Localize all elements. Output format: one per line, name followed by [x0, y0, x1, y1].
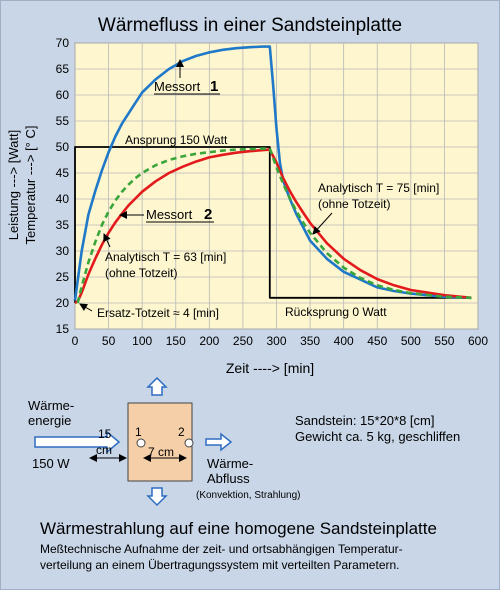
ersatz-arrow [79, 303, 93, 312]
analytisch-75-line1: Analytisch T = 75 [min] [318, 181, 439, 195]
x-tick-label: 400 [334, 334, 354, 348]
y-axis-title-temperature: Temperatur ---> [° C] [23, 126, 38, 245]
footer-heading: Wärmestrahlung auf eine homogene Sandste… [40, 519, 437, 538]
plate-diagram: 1 2 7 cm 15 cm Wärme- energie 150 W Wärm… [28, 376, 460, 507]
messort-2-number: 2 [204, 206, 212, 223]
x-tick-label: 450 [367, 334, 387, 348]
x-tick-label: 250 [233, 334, 253, 348]
messort-1-number: 1 [210, 78, 218, 95]
y-tick-label: 45 [56, 166, 70, 180]
x-tick-label: 550 [434, 334, 454, 348]
power-label: 150 W [32, 456, 70, 471]
measure-point-2 [184, 438, 194, 448]
heat-input-arrow-icon [34, 430, 121, 454]
chart-title: Wärmefluss in einer Sandsteinplatte [98, 15, 402, 36]
y-tick-label: 65 [56, 62, 70, 76]
series-line-messort1 [73, 45, 472, 301]
annotation-ruecksprung: Rücksprung 0 Watt [285, 305, 387, 319]
ruecksprung-text: Rücksprung 0 Watt [285, 305, 387, 319]
analytisch-63-line1: Analytisch T = 63 [min] [105, 250, 226, 264]
annotation-messort-2: Messort 2 [119, 206, 214, 223]
footer-text-line2: verteilung an einem Übertragungssystem m… [40, 558, 400, 572]
annotation-ersatz-totzeit: Ersatz-Totzeit ≈ 4 [min] [79, 303, 219, 320]
x-axis-title: Zeit ----> [min] [226, 360, 314, 376]
messort-2-label: Messort [146, 207, 193, 222]
measure-point-1-label: 1 [135, 425, 142, 439]
annotation-messort-1: Messort 1 [154, 59, 220, 95]
annotation-analytisch-63: Analytisch T = 63 [min] (ohne Totzeit) [103, 233, 226, 280]
analytisch-75-arrow [312, 212, 333, 235]
y-tick-label: 35 [56, 218, 70, 232]
series-line-analytisch75 [268, 148, 472, 300]
x-tick-labels: 0 50 100 150 200 250 300 350 400 450 500 550 600 [72, 334, 489, 348]
y-tick-label: 70 [56, 36, 70, 50]
messort-1-label: Messort [154, 79, 201, 94]
heat-up-arrow-icon [146, 376, 168, 396]
ersatz-totzeit-text: Ersatz-Totzeit ≈ 4 [min] [97, 306, 219, 320]
abfluss-line1: Wärme- [207, 456, 253, 471]
x-tick-label: 150 [166, 334, 186, 348]
distance-label-line1: 15 [98, 427, 112, 441]
heat-down-arrow-icon [146, 487, 168, 507]
y-tick-label: 40 [56, 192, 70, 206]
series-line-power [74, 146, 472, 303]
y-tick-label: 20 [56, 296, 70, 310]
analytisch-63-line2: (ohne Totzeit) [105, 266, 178, 280]
measure-point-1 [136, 438, 146, 448]
x-tick-label: 500 [401, 334, 421, 348]
width-dimension-label: 7 cm [148, 445, 174, 459]
annotation-anspung-text: Ansprung 150 Watt [125, 133, 228, 147]
x-tick-label: 350 [300, 334, 320, 348]
y-tick-label: 30 [56, 244, 70, 258]
x-tick-label: 100 [132, 334, 152, 348]
abfluss-note: (Konvektion, Strahlung) [196, 490, 301, 501]
y-tick-label: 25 [56, 270, 70, 284]
distance-label-line2: cm [96, 443, 112, 457]
abfluss-line2: Abfluss [207, 471, 250, 486]
x-tick-label: 300 [266, 334, 286, 348]
y-tick-label: 15 [56, 322, 70, 336]
x-tick-label: 600 [468, 334, 488, 348]
annotation-analytisch-75: Analytisch T = 75 [min] (ohne Totzeit) [312, 181, 439, 235]
heat-output-arrow-icon [205, 432, 233, 452]
sandstein-spec-line1: Sandstein: 15*20*8 [cm] [295, 413, 434, 428]
footer-text-line1: Meßtechnische Aufnahme der zeit- und ort… [40, 542, 403, 556]
y-tick-labels: 15 20 25 30 35 40 45 50 55 60 65 70 [56, 36, 70, 336]
analytisch-63-arrow [103, 233, 111, 248]
waerme-energie-line2: energie [28, 413, 71, 428]
y-tick-label: 60 [56, 88, 70, 102]
annotation-anspung: Ansprung 150 Watt [125, 133, 228, 147]
y-tick-label: 55 [56, 114, 70, 128]
measure-point-2-label: 2 [178, 425, 185, 439]
waerme-energie-line1: Wärme- [28, 398, 74, 413]
x-tick-label: 0 [72, 334, 79, 348]
x-tick-label: 200 [199, 334, 219, 348]
series-line-analytisch63 [76, 147, 270, 304]
y-tick-label: 50 [56, 140, 70, 154]
y-axis-title-power: Leistung ---> [Watt] [6, 130, 21, 240]
analytisch-75-line2: (ohne Totzeit) [318, 197, 391, 211]
sandstein-spec-line2: Gewicht ca. 5 kg, geschliffen [295, 429, 460, 444]
x-tick-label: 50 [102, 334, 116, 348]
